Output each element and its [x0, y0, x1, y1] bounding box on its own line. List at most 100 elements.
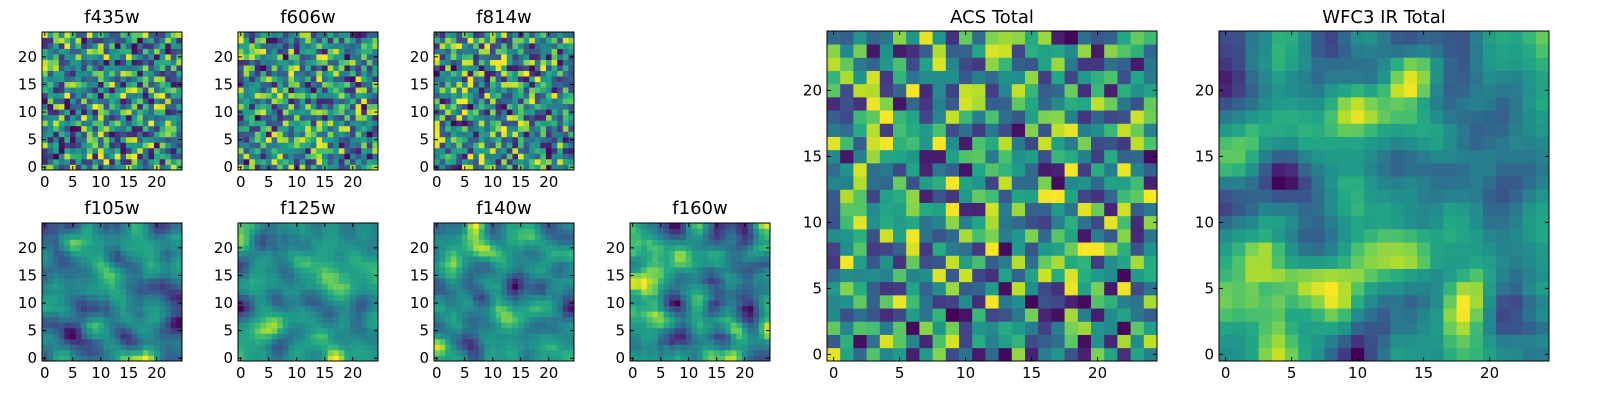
heatmap-cell	[103, 333, 110, 340]
heatmap-cell	[137, 114, 144, 121]
heatmap-cell	[562, 327, 569, 334]
heatmap-cell	[316, 131, 323, 138]
heatmap-cell	[361, 147, 368, 154]
heatmap-cell	[277, 125, 284, 132]
heatmap-cell	[47, 103, 54, 110]
heatmap-cell	[473, 250, 480, 257]
heatmap-cell	[114, 65, 121, 71]
heatmap-cell	[972, 255, 986, 269]
heatmap-cell	[501, 81, 508, 88]
heatmap-cell	[674, 278, 681, 285]
heatmap-cell	[271, 92, 278, 99]
heatmap-cell	[103, 147, 110, 154]
heatmap-cell	[126, 234, 132, 240]
heatmap-cell	[866, 215, 881, 230]
heatmap-cell	[266, 300, 272, 307]
heatmap-cell	[114, 48, 121, 55]
heatmap-cell	[714, 245, 720, 251]
heatmap-cell	[137, 158, 144, 165]
heatmap-cell	[747, 311, 754, 318]
heatmap-cell	[658, 305, 664, 312]
heatmap-cell	[523, 355, 530, 362]
heatmap-cell	[98, 109, 104, 116]
heatmap-cell	[529, 147, 536, 154]
heatmap-cell	[86, 114, 93, 121]
heatmap-cell	[98, 289, 104, 296]
heatmap-cell	[294, 98, 300, 105]
heatmap-cell	[635, 228, 642, 235]
heatmap-cell	[753, 234, 760, 240]
heatmap-cell	[109, 70, 116, 77]
heatmap-cell	[243, 98, 250, 105]
heatmap-cell	[551, 142, 558, 149]
heatmap-cell	[350, 289, 356, 296]
heatmap-cell	[490, 349, 496, 356]
heatmap-cell	[142, 250, 149, 257]
heatmap-cell	[686, 234, 692, 240]
heatmap-cell	[972, 334, 986, 349]
heatmap-cell	[310, 250, 317, 257]
heatmap-cell	[327, 65, 334, 71]
heatmap-cell	[165, 294, 172, 301]
heatmap-cell	[540, 228, 547, 235]
heatmap-cell	[176, 349, 183, 356]
heatmap-cell	[546, 327, 552, 334]
heatmap-cell	[120, 76, 127, 83]
heatmap-cell	[719, 250, 726, 257]
heatmap-cell	[439, 223, 446, 229]
heatmap-cell	[322, 278, 328, 285]
heatmap-cell	[333, 54, 340, 60]
heatmap-cell	[753, 256, 760, 262]
heatmap-cell	[529, 322, 536, 329]
heatmap-cell	[316, 267, 323, 274]
heatmap-cell	[58, 136, 65, 143]
heatmap-cell	[254, 316, 261, 323]
heatmap-cell	[702, 349, 709, 356]
heatmap-cell	[674, 305, 681, 312]
heatmap-cell	[1025, 229, 1039, 243]
heatmap-cell	[243, 245, 250, 251]
heatmap-cell	[333, 125, 340, 132]
heatmap-cell	[238, 294, 244, 301]
heatmap-cell	[316, 322, 323, 329]
heatmap-cell	[366, 59, 373, 66]
heatmap-cell	[254, 338, 261, 345]
heatmap-cell	[142, 114, 149, 121]
heatmap-cell	[58, 300, 65, 307]
heatmap-cell	[126, 158, 132, 165]
heatmap-cell	[764, 338, 771, 345]
heatmap-cell	[708, 327, 715, 334]
heatmap-cell	[372, 338, 379, 345]
heatmap-cell	[518, 153, 524, 160]
heatmap-cell	[534, 338, 541, 345]
axes-frame	[237, 222, 379, 362]
heatmap-cell	[506, 349, 513, 356]
heatmap-cell	[260, 338, 267, 345]
heatmap-cell	[148, 322, 155, 329]
panel-title: f814w	[476, 7, 531, 28]
heatmap-cell	[445, 125, 452, 132]
heatmap-cell	[282, 272, 289, 279]
heatmap-cell	[518, 76, 524, 83]
heatmap-cell	[361, 59, 368, 66]
heatmap-cell	[103, 164, 110, 171]
heatmap-cell	[260, 250, 267, 257]
heatmap-cell	[501, 223, 508, 229]
heatmap-cell	[557, 327, 564, 334]
heatmap-cell	[512, 43, 519, 49]
heatmap-cell	[75, 316, 82, 323]
heatmap-cell	[238, 261, 244, 268]
heatmap-cell	[338, 158, 345, 165]
heatmap-cell	[137, 65, 144, 71]
heatmap-cell	[658, 322, 664, 329]
heatmap-cell	[906, 242, 920, 256]
heatmap-cell	[103, 349, 110, 356]
heatmap-cell	[462, 239, 468, 246]
heatmap-cell	[288, 344, 295, 351]
heatmap-cell	[827, 189, 841, 203]
heatmap-cell	[109, 250, 116, 257]
heatmap-cell	[680, 316, 687, 323]
heatmap-cell	[853, 202, 867, 217]
heatmap-cell	[540, 333, 547, 340]
heatmap-cell	[501, 250, 508, 257]
